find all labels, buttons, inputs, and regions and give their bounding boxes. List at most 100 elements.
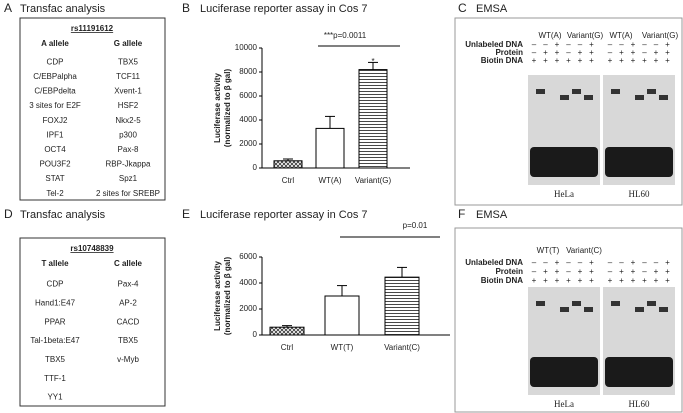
table-cell: Hand1:E47 xyxy=(35,298,76,307)
sign: – xyxy=(543,258,548,267)
table-cell: PPAR xyxy=(44,317,65,326)
gel-band xyxy=(635,307,644,312)
row-label: Unlabeled DNA xyxy=(465,40,523,49)
sign: + xyxy=(555,56,560,65)
table-caption: rs11191612 xyxy=(71,24,114,33)
panel-title: Transfac analysis xyxy=(20,3,106,15)
sign: – xyxy=(619,258,624,267)
column-header: T allele xyxy=(41,259,69,268)
table-cell: v-Myb xyxy=(117,355,139,364)
y-tick-label: 0 xyxy=(253,330,258,339)
table-cell: HSF2 xyxy=(118,101,139,110)
chart-title: Luciferase reporter assay in Cos 7 xyxy=(200,3,368,15)
y-tick-label: 6000 xyxy=(239,91,257,100)
gel-band xyxy=(584,95,593,100)
table-cell: FOXJ2 xyxy=(43,116,68,125)
sign: – xyxy=(543,40,548,49)
table-cell: AP-2 xyxy=(119,298,137,307)
sign: + xyxy=(665,48,670,57)
sign: – xyxy=(532,258,537,267)
panel-border xyxy=(454,17,683,206)
gel-band xyxy=(647,301,656,306)
sign: + xyxy=(665,40,670,49)
bar xyxy=(269,326,305,336)
table-cell: IPF1 xyxy=(47,130,64,139)
table-cell: POU3F2 xyxy=(39,160,71,169)
gel-free-probe xyxy=(605,147,673,177)
cell-line-label: HeLa xyxy=(554,399,574,409)
sign: + xyxy=(555,276,560,285)
sign: – xyxy=(654,258,659,267)
table-caption: rs10748839 xyxy=(70,244,114,253)
table-cell: Pax-4 xyxy=(118,280,139,289)
sign: – xyxy=(608,48,613,57)
sign: – xyxy=(608,267,613,276)
gel-band xyxy=(572,89,581,94)
sign: + xyxy=(566,276,571,285)
y-tick-label: 2000 xyxy=(239,139,257,148)
sign: + xyxy=(589,267,594,276)
table-cell: TBX5 xyxy=(118,57,139,66)
y-tick-label: 10000 xyxy=(235,43,258,52)
x-tick-label: Ctrl xyxy=(281,343,294,352)
sign: – xyxy=(642,48,647,57)
bar xyxy=(358,69,388,169)
sign: + xyxy=(543,276,548,285)
sign: + xyxy=(543,267,548,276)
x-tick-label: Variant(C) xyxy=(384,343,420,352)
sign: + xyxy=(631,276,636,285)
sign: – xyxy=(608,258,613,267)
sign: + xyxy=(578,276,583,285)
sign: + xyxy=(578,48,583,57)
row-label: Unlabeled DNA xyxy=(465,258,523,267)
annotation: * xyxy=(371,57,374,66)
sign: – xyxy=(566,48,571,57)
bar xyxy=(384,276,420,336)
gel-band xyxy=(560,307,569,312)
table-cell: CACD xyxy=(117,317,140,326)
sign: + xyxy=(642,276,647,285)
gel-free-probe xyxy=(605,357,673,387)
y-axis-label: Luciferase activity xyxy=(213,261,222,331)
bar xyxy=(324,295,360,336)
sign: + xyxy=(665,276,670,285)
y-tick-label: 2000 xyxy=(239,304,257,313)
sign: – xyxy=(532,40,537,49)
panel-label: A xyxy=(4,1,12,15)
y-tick-label: 0 xyxy=(253,163,258,172)
sign: + xyxy=(589,258,594,267)
sign: – xyxy=(578,40,583,49)
lane-label: WT(A) xyxy=(609,31,632,40)
table-cell: Pax-8 xyxy=(118,145,139,154)
column-header: C allele xyxy=(114,259,143,268)
table-cell: C/EBPdelta xyxy=(34,87,76,96)
sign: + xyxy=(589,40,594,49)
table-cell: Spz1 xyxy=(119,174,138,183)
cell-line-label: HeLa xyxy=(554,189,574,199)
table-cell: OCT4 xyxy=(44,145,66,154)
sign: + xyxy=(543,56,548,65)
sign: + xyxy=(619,267,624,276)
panel-label: D xyxy=(4,207,13,221)
sign: – xyxy=(642,258,647,267)
panel-title: EMSA xyxy=(476,209,508,221)
table-cell: 3 sites for E2F xyxy=(29,101,81,110)
panel-title: Transfac analysis xyxy=(20,209,106,221)
x-tick-label: WT(A) xyxy=(318,176,341,185)
gel-band xyxy=(611,301,620,306)
sign: + xyxy=(665,56,670,65)
sign: + xyxy=(608,276,613,285)
sign: – xyxy=(532,48,537,57)
table-cell: YY1 xyxy=(47,393,63,402)
sign: – xyxy=(654,40,659,49)
gel-band xyxy=(659,307,668,312)
table-cell: C/EBPalpha xyxy=(33,72,77,81)
x-tick-label: Ctrl xyxy=(282,176,295,185)
sign: + xyxy=(631,258,636,267)
sign: + xyxy=(619,276,624,285)
sign: + xyxy=(642,56,647,65)
gel-band xyxy=(584,307,593,312)
gel-band xyxy=(659,95,668,100)
